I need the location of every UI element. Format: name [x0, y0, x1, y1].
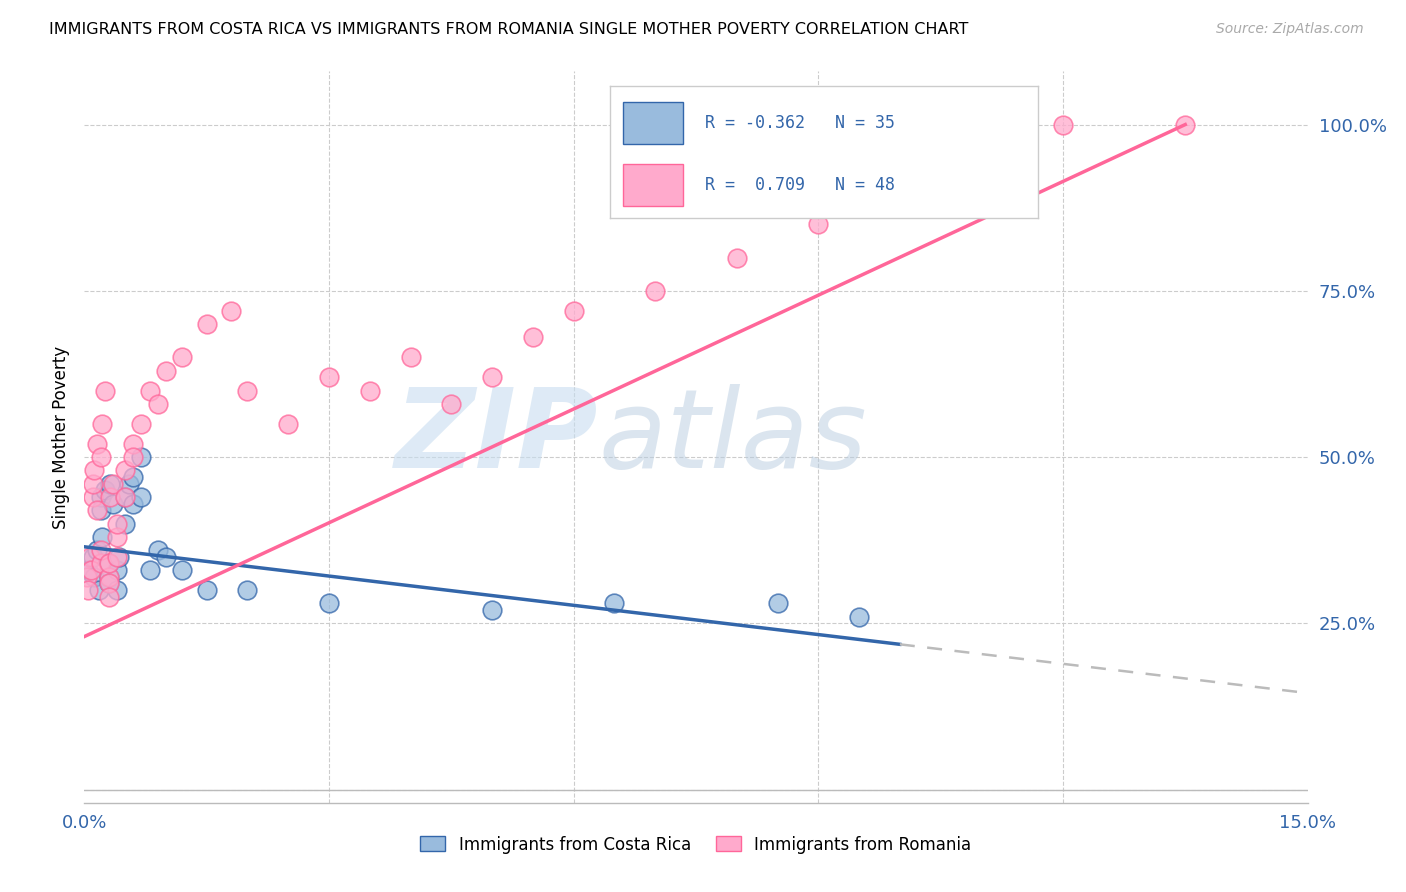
Point [122, 450, 145, 464]
Text: atlas: atlas [598, 384, 866, 491]
Point [105, 563, 128, 577]
Point [86, 436, 108, 450]
Point [195, 317, 218, 331]
Point [122, 497, 145, 511]
Point [172, 563, 194, 577]
Point [1174, 118, 1197, 132]
Point [318, 370, 340, 384]
Point [100, 490, 122, 504]
Point [101, 497, 124, 511]
Point [481, 603, 503, 617]
Point [79, 549, 101, 564]
Point [86, 503, 108, 517]
Point [359, 384, 381, 398]
Point [90, 450, 112, 464]
Point [107, 549, 129, 564]
Point [114, 516, 136, 531]
Point [131, 490, 153, 504]
Point [644, 284, 666, 298]
Point [146, 543, 169, 558]
Point [766, 596, 789, 610]
Point [90, 543, 112, 558]
Point [105, 516, 128, 531]
Point [118, 476, 141, 491]
Point [122, 470, 145, 484]
Point [76, 570, 98, 584]
Point [97, 570, 120, 584]
Point [236, 582, 259, 597]
Point [195, 582, 218, 597]
Point [522, 330, 544, 344]
Point [155, 549, 177, 564]
Point [77, 563, 100, 577]
Point [277, 417, 299, 431]
Text: IMMIGRANTS FROM COSTA RICA VS IMMIGRANTS FROM ROMANIA SINGLE MOTHER POVERTY CORR: IMMIGRANTS FROM COSTA RICA VS IMMIGRANTS… [49, 22, 969, 37]
Point [83, 463, 105, 477]
Point [219, 303, 242, 318]
Point [93, 384, 115, 398]
Y-axis label: Single Mother Poverty: Single Mother Poverty [52, 345, 70, 529]
Point [440, 397, 463, 411]
Point [105, 530, 128, 544]
Point [807, 217, 830, 231]
Point [97, 590, 120, 604]
Point [97, 570, 120, 584]
Point [114, 463, 136, 477]
Point [105, 582, 128, 597]
Point [93, 483, 115, 498]
Text: ZIP: ZIP [395, 384, 598, 491]
Text: Source: ZipAtlas.com: Source: ZipAtlas.com [1216, 22, 1364, 37]
Point [481, 370, 503, 384]
Point [131, 450, 153, 464]
Point [114, 490, 136, 504]
Point [97, 557, 120, 571]
Point [236, 384, 259, 398]
Point [91, 530, 114, 544]
Point [90, 490, 112, 504]
Point [562, 303, 585, 318]
Point [97, 557, 120, 571]
Point [138, 563, 160, 577]
Point [603, 596, 626, 610]
Point [86, 543, 108, 558]
Point [97, 576, 120, 591]
Point [97, 576, 120, 591]
Point [122, 436, 145, 450]
Point [82, 549, 104, 564]
Point [138, 384, 160, 398]
Point [172, 351, 194, 365]
Point [146, 397, 169, 411]
Point [87, 582, 110, 597]
Point [82, 490, 104, 504]
Point [725, 251, 748, 265]
Point [1052, 118, 1074, 132]
Point [83, 570, 105, 584]
Point [91, 417, 114, 431]
Point [77, 582, 100, 597]
Point [318, 596, 340, 610]
Point [100, 476, 122, 491]
Point [155, 363, 177, 377]
Point [848, 609, 870, 624]
Point [101, 476, 124, 491]
Point [80, 563, 103, 577]
Point [90, 557, 112, 571]
Point [82, 476, 104, 491]
Point [105, 549, 128, 564]
Point [399, 351, 422, 365]
Point [114, 490, 136, 504]
Point [90, 503, 112, 517]
Point [131, 417, 153, 431]
Legend: Immigrants from Costa Rica, Immigrants from Romania: Immigrants from Costa Rica, Immigrants f… [413, 829, 979, 860]
